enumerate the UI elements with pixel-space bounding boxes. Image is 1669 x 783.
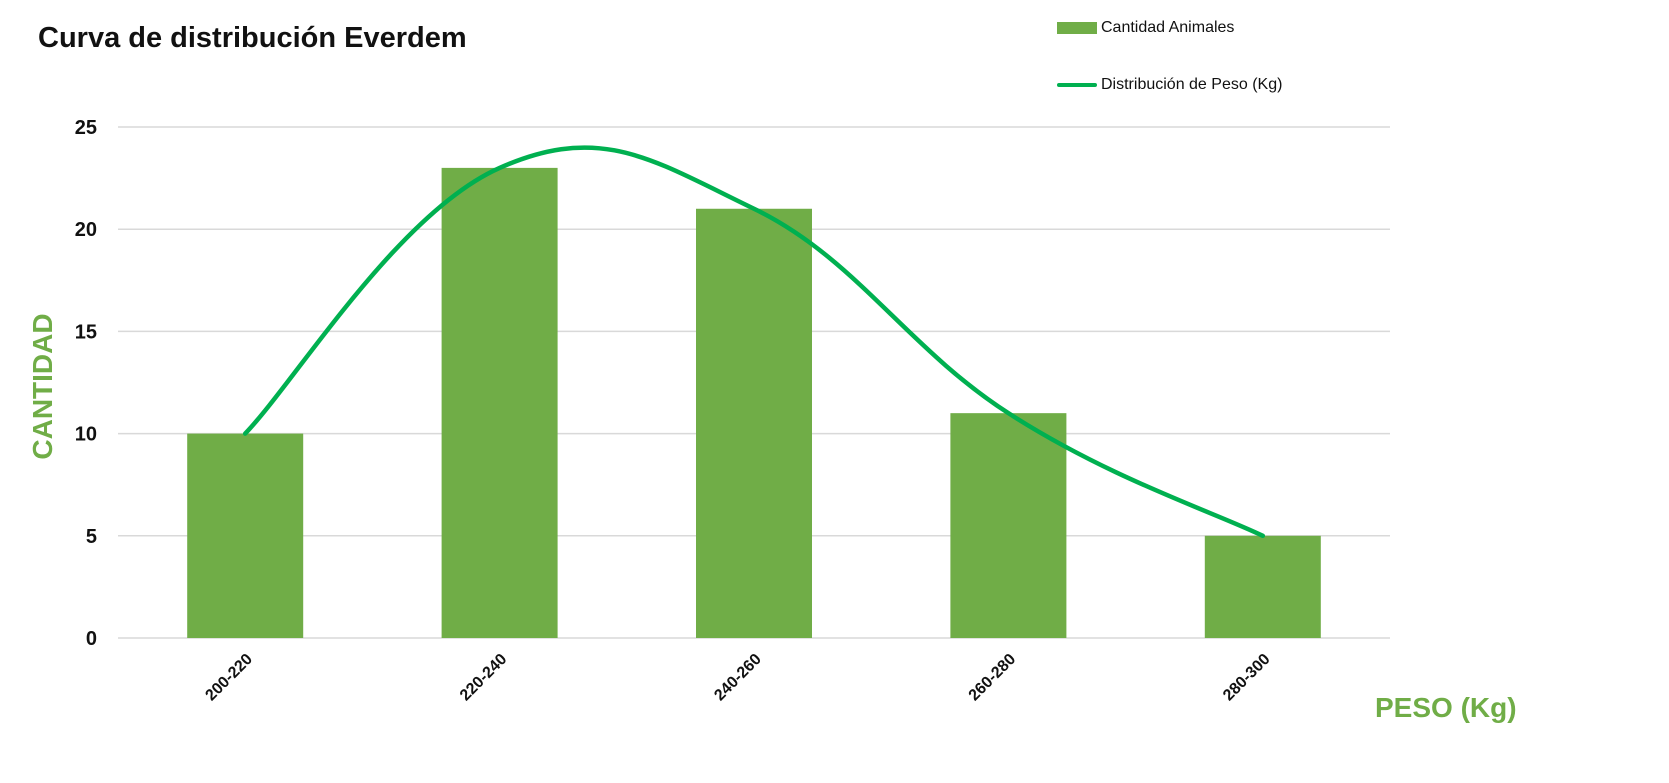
bar [696, 208, 812, 638]
chart-title: Curva de distribución Everdem [38, 22, 467, 54]
legend-item-bars: Cantidad Animales [1057, 14, 1282, 42]
legend-label-line: Distribución de Peso (Kg) [1101, 76, 1283, 93]
legend-label-bars: Cantidad Animales [1101, 19, 1235, 36]
x-tick-label: 280-300 [1220, 651, 1274, 705]
y-tick-label: 25 [75, 117, 97, 139]
bar [187, 433, 304, 638]
y-tick-label: 5 [86, 526, 97, 548]
x-tick-label: 240-260 [711, 651, 765, 705]
y-tick-label: 10 [75, 424, 97, 446]
legend: Cantidad Animales Distribución de Peso (… [1057, 14, 1282, 99]
y-tick-label: 0 [86, 628, 97, 650]
y-tick-label: 15 [75, 321, 97, 343]
bar [1204, 535, 1321, 638]
y-tick-label: 20 [75, 219, 97, 241]
y-axis-title: CANTIDAD [27, 313, 58, 459]
x-tick-label: 220-240 [457, 651, 511, 705]
legend-bar-swatch [1057, 22, 1097, 34]
x-tick-label: 200-220 [202, 651, 256, 705]
bar [950, 413, 1067, 638]
distribution-line [242, 145, 1266, 539]
x-tick-label: 260-280 [966, 651, 1020, 705]
legend-item-line: Distribución de Peso (Kg) [1057, 71, 1282, 99]
x-axis-title: PESO (Kg) [1375, 692, 1517, 723]
bar [441, 167, 558, 638]
legend-line-swatch [1057, 83, 1097, 87]
